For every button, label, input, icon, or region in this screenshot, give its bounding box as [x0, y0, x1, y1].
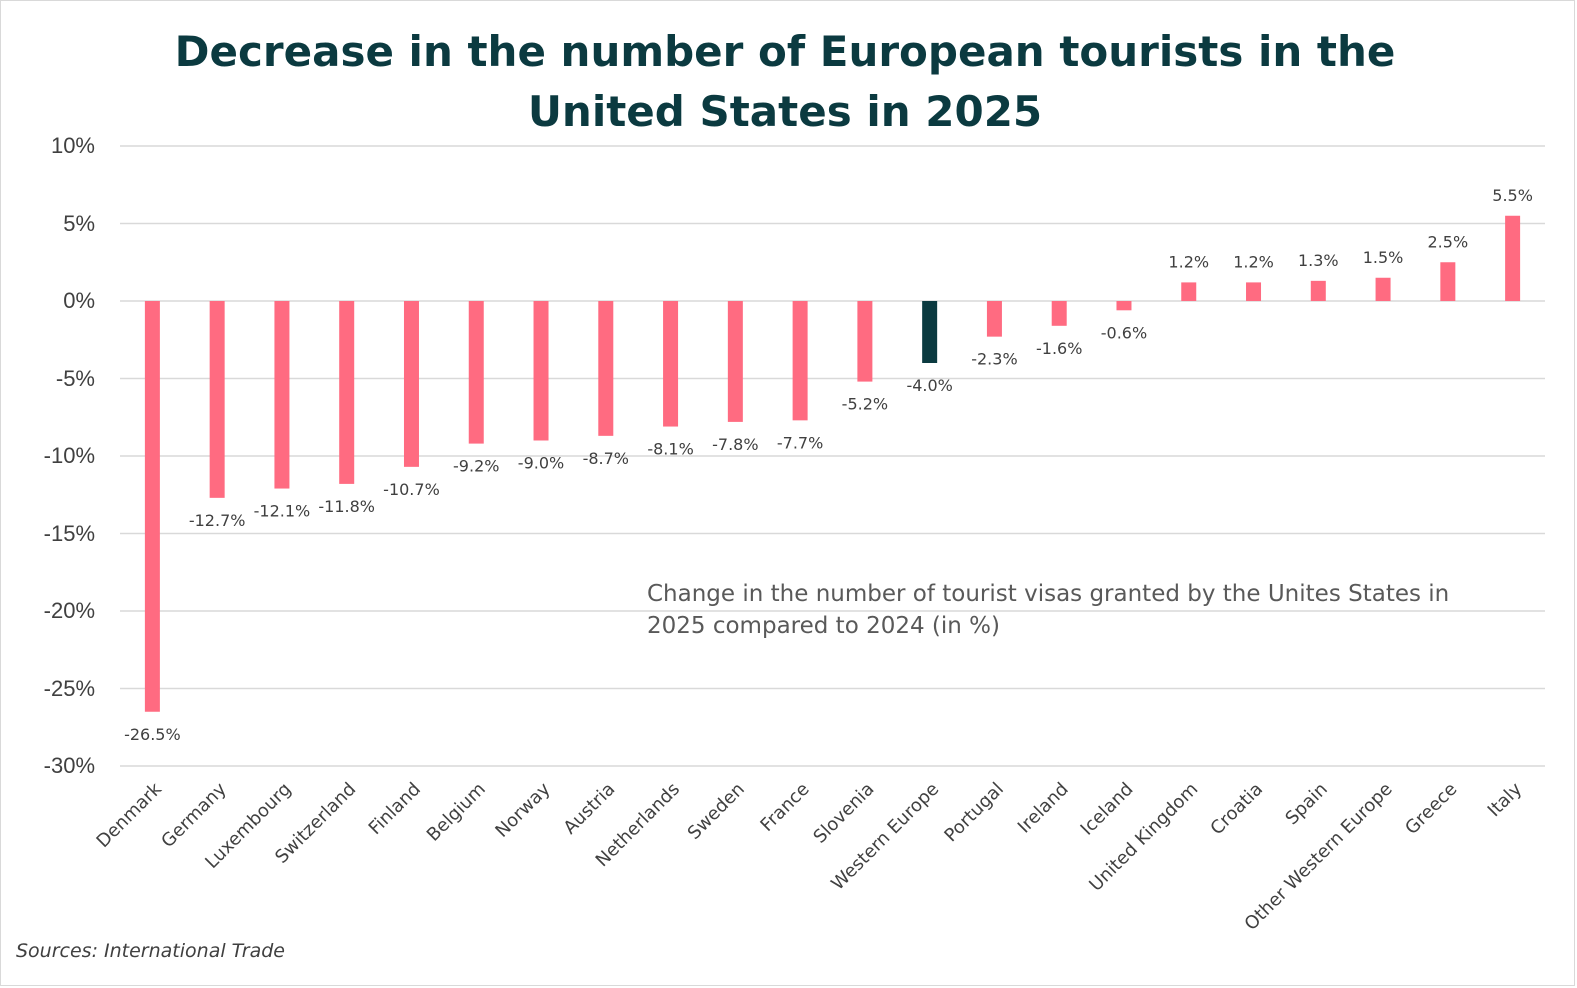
category-label: Italy: [1484, 778, 1527, 821]
data-label: -8.7%: [583, 449, 629, 468]
bar-croatia: [1246, 282, 1262, 301]
bar-belgium: [468, 301, 484, 444]
source-note: Sources: International Trade: [16, 940, 285, 962]
data-label: -5.2%: [842, 395, 888, 414]
category-label: Slovenia: [809, 779, 878, 848]
data-label: -2.3%: [971, 350, 1017, 369]
category-label: Greece: [1401, 779, 1461, 839]
category-label: Western Europe: [827, 779, 943, 895]
category-label: France: [756, 779, 813, 836]
bar-united-kingdom: [1181, 282, 1197, 301]
data-label: -26.5%: [124, 725, 181, 744]
category-label: Norway: [491, 778, 554, 841]
y-tick-label: -30%: [43, 753, 95, 778]
category-label: Spain: [1281, 779, 1331, 829]
y-tick-label: 0%: [63, 288, 95, 313]
category-label: Portugal: [940, 779, 1008, 847]
data-label: -4.0%: [906, 376, 952, 395]
data-label: 1.2%: [1168, 252, 1209, 271]
y-tick-label: -5%: [55, 366, 95, 391]
bar-denmark: [144, 301, 160, 712]
category-label: Denmark: [93, 778, 167, 852]
bar-slovenia: [857, 301, 873, 382]
data-label: -0.6%: [1101, 323, 1147, 342]
bar-portugal: [986, 301, 1002, 337]
category-label: Iceland: [1077, 779, 1138, 840]
y-tick-label: -25%: [43, 676, 95, 701]
bar-greece: [1440, 262, 1456, 301]
bar-western-europe: [922, 301, 938, 363]
y-tick-label: -10%: [43, 443, 95, 468]
y-tick-label: 10%: [50, 133, 95, 158]
data-label: -9.0%: [518, 454, 564, 473]
data-label: -8.1%: [647, 440, 693, 459]
bar-france: [792, 301, 808, 421]
category-label: Austria: [560, 779, 620, 839]
data-label: 1.2%: [1233, 252, 1274, 271]
data-label: -12.1%: [254, 502, 311, 521]
y-tick-label: -20%: [43, 598, 95, 623]
bar-spain: [1310, 280, 1326, 301]
bar-iceland: [1116, 301, 1132, 311]
data-label: -7.8%: [712, 435, 758, 454]
chart-annotation: Change in the number of tourist visas gr…: [647, 581, 1450, 639]
category-label: Ireland: [1014, 779, 1073, 838]
data-label: 1.5%: [1363, 248, 1404, 267]
bar-netherlands: [663, 301, 679, 427]
chart-title: Decrease in the number of European touri…: [174, 27, 1396, 136]
data-label: -7.7%: [777, 433, 823, 452]
bar-norway: [533, 301, 549, 441]
category-label: Croatia: [1206, 779, 1267, 840]
data-label: 2.5%: [1428, 232, 1469, 251]
bar-germany: [209, 301, 225, 498]
bar-switzerland: [339, 301, 355, 484]
data-label: -11.8%: [318, 497, 375, 516]
data-label: -12.7%: [189, 511, 246, 530]
category-label: United Kingdom: [1085, 779, 1202, 896]
data-label: 1.3%: [1298, 251, 1339, 270]
y-tick-label: 5%: [63, 211, 95, 236]
y-tick-label: -15%: [43, 521, 95, 546]
bar-finland: [403, 301, 419, 467]
bar-other-western-europe: [1375, 277, 1391, 301]
data-label: -1.6%: [1036, 339, 1082, 358]
category-label: Belgium: [423, 779, 490, 846]
bar-luxembourg: [274, 301, 290, 489]
bar-italy: [1505, 215, 1521, 301]
category-label: Finland: [365, 779, 425, 839]
bar-sweden: [727, 301, 743, 422]
data-label: 5.5%: [1492, 186, 1533, 205]
category-label: Sweden: [684, 779, 749, 844]
data-label: -10.7%: [383, 480, 440, 499]
bar-austria: [598, 301, 614, 436]
data-label: -9.2%: [453, 457, 499, 476]
bar-ireland: [1051, 301, 1067, 326]
